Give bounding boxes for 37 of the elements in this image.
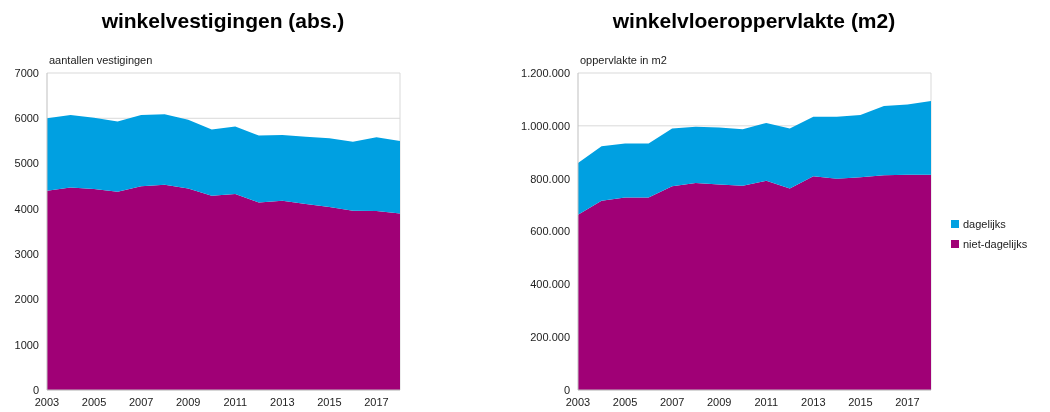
chart-title: winkelvestigingen (abs.)	[100, 9, 345, 32]
x-tick-label: 2003	[565, 396, 591, 408]
x-tick-label: 2011	[754, 396, 779, 408]
y-tick-label: 5000	[14, 157, 39, 170]
x-tick-label: 2013	[801, 396, 826, 408]
x-tick-label: 2017	[364, 396, 389, 408]
x-tick-label: 2007	[128, 396, 154, 408]
x-tick-label: 2005	[81, 396, 107, 408]
x-tick-label: 2015	[848, 396, 873, 408]
y-tick-label: 1.000.000	[521, 119, 570, 132]
legend-label: niet-dagelijks	[963, 237, 1028, 250]
x-tick-label: 2009	[175, 396, 201, 408]
y-tick-label: 0	[563, 383, 570, 396]
y-tick-label: 3000	[14, 247, 39, 260]
x-tick-label: 2003	[34, 396, 60, 408]
y-tick-label: 400.000	[530, 278, 570, 291]
x-tick-label: 2009	[706, 396, 732, 408]
y-tick-label: 2000	[14, 293, 39, 306]
y-tick-label: 600.000	[530, 225, 570, 238]
chart-title: winkelvloeroppervlakte (m2)	[611, 9, 896, 32]
y-tick-label: 7000	[14, 66, 39, 79]
y-tick-label: 4000	[14, 202, 39, 215]
y-axis-title: oppervlakte in m2	[580, 54, 667, 66]
y-tick-label: 200.000	[530, 331, 570, 344]
x-tick-label: 2007	[659, 396, 685, 408]
y-axis-title: aantallen vestigingen	[49, 54, 153, 66]
y-tick-label: 1.200.000	[521, 66, 570, 79]
y-tick-label: 1000	[14, 338, 39, 351]
x-tick-label: 2017	[895, 396, 920, 408]
x-tick-label: 2011	[223, 396, 248, 408]
x-tick-label: 2015	[317, 396, 342, 408]
legend-label: dagelijks	[963, 217, 1007, 230]
y-tick-label: 0	[32, 383, 39, 396]
x-tick-label: 2005	[612, 396, 638, 408]
x-tick-label: 2013	[270, 396, 295, 408]
y-tick-label: 800.000	[530, 172, 570, 185]
y-tick-label: 6000	[14, 112, 39, 125]
